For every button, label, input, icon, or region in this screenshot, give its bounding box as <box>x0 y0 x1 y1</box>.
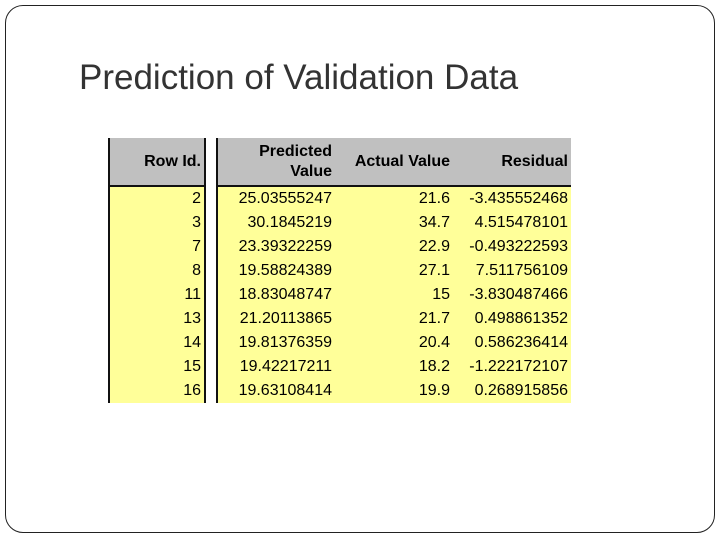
column-gap <box>205 355 217 379</box>
actual-value-cell: 20.4 <box>335 331 453 355</box>
residual-cell: -3.435552468 <box>453 186 571 211</box>
slide-frame <box>5 5 715 533</box>
row-id-cell: 16 <box>108 379 206 403</box>
row-id-cell: 14 <box>108 331 206 355</box>
table-row: 7 23.39322259 22.9 -0.493222593 <box>108 235 571 259</box>
predicted-value-cell: 30.1845219 <box>216 211 335 235</box>
column-gap <box>205 211 217 235</box>
residual-cell: 0.268915856 <box>453 379 571 403</box>
column-gap <box>205 283 217 307</box>
column-gap <box>205 235 217 259</box>
predicted-value-cell: 25.03555247 <box>216 186 335 211</box>
residual-cell: 7.511756109 <box>453 259 571 283</box>
table-body: 2 25.03555247 21.6 -3.435552468 3 30.1845219 3… <box>108 186 571 403</box>
actual-value-cell: 21.6 <box>335 186 453 211</box>
table-row: 15 19.42217211 18.2 -1.222172107 <box>108 355 571 379</box>
column-gap <box>205 186 217 211</box>
row-id-cell: 11 <box>108 283 206 307</box>
column-gap <box>205 307 217 331</box>
residual-cell: -0.493222593 <box>453 235 571 259</box>
actual-value-cell: 19.9 <box>335 379 453 403</box>
residual-cell: 0.586236414 <box>453 331 571 355</box>
predicted-value-header: Predicted Value <box>216 138 335 187</box>
residual-cell: 4.515478101 <box>453 211 571 235</box>
table-row: 16 19.63108414 19.9 0.268915856 <box>108 379 571 403</box>
table-row: 13 21.20113865 21.7 0.498861352 <box>108 307 571 331</box>
predicted-value-cell: 18.83048747 <box>216 283 335 307</box>
row-id-cell: 3 <box>108 211 206 235</box>
table-row: 3 30.1845219 34.7 4.515478101 <box>108 211 571 235</box>
table-row: 11 18.83048747 15 -3.830487466 <box>108 283 571 307</box>
actual-value-cell: 34.7 <box>335 211 453 235</box>
validation-table: Row Id. Predicted Value Actual Value Res… <box>108 138 571 403</box>
predicted-value-cell: 19.42217211 <box>216 355 335 379</box>
residual-cell: -1.222172107 <box>453 355 571 379</box>
predicted-header-line1: Predicted <box>259 142 332 160</box>
residual-cell: 0.498861352 <box>453 307 571 331</box>
column-gap <box>205 259 217 283</box>
actual-value-cell: 22.9 <box>335 235 453 259</box>
actual-value-cell: 27.1 <box>335 259 453 283</box>
actual-value-cell: 18.2 <box>335 355 453 379</box>
predicted-value-cell: 23.39322259 <box>216 235 335 259</box>
validation-table-container: Row Id. Predicted Value Actual Value Res… <box>108 138 571 404</box>
table-header-row: Row Id. Predicted Value Actual Value Res… <box>108 138 571 187</box>
predicted-value-cell: 19.81376359 <box>216 331 335 355</box>
row-id-cell: 15 <box>108 355 206 379</box>
table-row: 14 19.81376359 20.4 0.586236414 <box>108 331 571 355</box>
table-row: 8 19.58824389 27.1 7.511756109 <box>108 259 571 283</box>
actual-value-cell: 15 <box>335 283 453 307</box>
column-gap <box>205 331 217 355</box>
predicted-value-cell: 21.20113865 <box>216 307 335 331</box>
row-id-cell: 7 <box>108 235 206 259</box>
row-id-cell: 2 <box>108 186 206 211</box>
actual-value-cell: 21.7 <box>335 307 453 331</box>
column-gap <box>205 138 217 186</box>
actual-value-header: Actual Value <box>335 138 453 187</box>
predicted-header-line2: Value <box>290 162 332 180</box>
residual-cell: -3.830487466 <box>453 283 571 307</box>
residual-header: Residual <box>453 138 571 187</box>
table-row: 2 25.03555247 21.6 -3.435552468 <box>108 186 571 211</box>
row-id-cell: 13 <box>108 307 206 331</box>
column-gap <box>205 379 217 403</box>
row-id-cell: 8 <box>108 259 206 283</box>
predicted-value-cell: 19.58824389 <box>216 259 335 283</box>
row-id-header: Row Id. <box>108 138 206 187</box>
predicted-value-cell: 19.63108414 <box>216 379 335 403</box>
slide-title: Prediction of Validation Data <box>79 58 519 97</box>
